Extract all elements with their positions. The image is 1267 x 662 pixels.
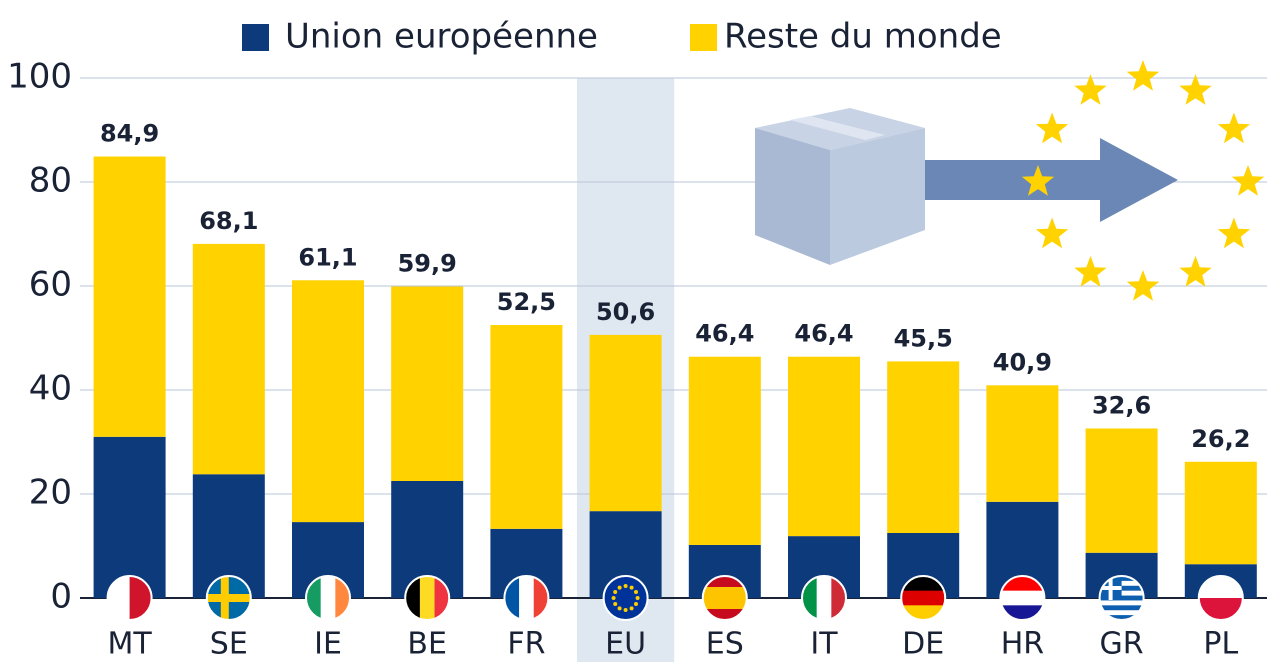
bar-segment	[193, 244, 265, 474]
flag-star	[612, 596, 616, 600]
bar-segment	[689, 357, 761, 545]
y-tick-label: 100	[7, 57, 72, 97]
bar-segment	[590, 335, 662, 511]
bar-segment	[292, 280, 364, 522]
star	[1218, 113, 1250, 144]
flag-star	[613, 590, 617, 594]
value-label: 46,4	[695, 320, 754, 348]
bar-segment	[788, 357, 860, 536]
bar-segment	[490, 325, 562, 529]
x-tick-label: SE	[210, 627, 248, 662]
legend-label: Reste du monde	[724, 17, 1002, 57]
star	[1232, 165, 1264, 196]
chart: 0 20 40 60 80 100 Union européenne Reste du mo…	[0, 0, 1267, 662]
x-tick-label: EU	[605, 627, 646, 662]
star	[1127, 270, 1159, 301]
box-right	[830, 128, 925, 265]
y-tick-label: 0	[50, 577, 72, 617]
star	[1179, 74, 1211, 105]
star	[1036, 113, 1068, 144]
illustration	[755, 108, 1178, 265]
x-tick-label: DE	[902, 627, 944, 662]
x-tick-label: MT	[107, 627, 152, 662]
flag-stripe	[519, 576, 534, 620]
legend-swatch	[242, 24, 269, 51]
flag-star	[618, 606, 622, 610]
x-tick-label: GR	[1100, 627, 1144, 662]
bar-segment	[1086, 428, 1158, 552]
bar-segment	[391, 287, 463, 481]
star	[1127, 60, 1159, 91]
flag-cross	[221, 576, 229, 620]
flag-stripe	[1000, 591, 1044, 606]
flag-star	[630, 586, 634, 590]
x-tick-label: IT	[810, 627, 838, 662]
star	[1074, 74, 1106, 105]
flag-stripe	[703, 587, 747, 599]
arrow	[925, 138, 1178, 222]
flag-stripe	[1100, 600, 1144, 605]
flag-stripe	[703, 598, 747, 610]
flag-star	[634, 590, 638, 594]
value-label: 52,5	[497, 288, 556, 316]
legend-swatch	[690, 24, 717, 51]
x-tick-label: ES	[706, 627, 744, 662]
y-tick-label: 20	[29, 473, 72, 513]
bar-segment	[94, 437, 166, 598]
value-label: 26,2	[1191, 425, 1250, 453]
value-label: 50,6	[596, 298, 655, 326]
y-tick-label: 40	[29, 369, 72, 409]
flag-stripe	[420, 576, 435, 620]
box-left	[755, 128, 830, 265]
flag-stripe	[321, 576, 336, 620]
flag-stripe	[817, 576, 832, 620]
x-tick-label: FR	[507, 627, 545, 662]
value-label: 61,1	[298, 243, 357, 271]
flag-star	[634, 602, 638, 606]
flag-stripe	[901, 591, 945, 606]
star	[1179, 256, 1211, 287]
x-tick-label: HR	[1001, 627, 1044, 662]
x-tick-label: IE	[314, 627, 342, 662]
flag-star	[624, 608, 628, 612]
flag-stripe	[1100, 605, 1144, 610]
value-label: 68,1	[199, 207, 258, 235]
x-tick-label: BE	[407, 627, 447, 662]
flag-star	[613, 602, 617, 606]
bar-segment	[986, 385, 1058, 501]
value-label: 32,6	[1092, 391, 1151, 419]
flag-stripe	[1199, 598, 1243, 621]
page: {"chart_data": {"type": "stacked-bar", "…	[0, 0, 1267, 662]
value-label: 46,4	[794, 320, 853, 348]
flag-star	[624, 584, 628, 588]
legend-label: Union européenne	[285, 17, 598, 57]
bar-segment	[94, 157, 166, 437]
y-tick-label: 80	[29, 161, 72, 201]
value-label: 84,9	[100, 120, 159, 148]
bar-segment	[1185, 462, 1257, 564]
bar-segment	[887, 361, 959, 533]
star	[1218, 218, 1250, 249]
x-tick-label: PL	[1203, 627, 1238, 662]
flag-star	[618, 586, 622, 590]
value-label: 45,5	[894, 324, 953, 352]
flag-star	[636, 596, 640, 600]
value-label: 40,9	[993, 348, 1052, 376]
flag-star	[630, 606, 634, 610]
value-label: 59,9	[398, 250, 457, 278]
y-tick-label: 60	[29, 265, 72, 305]
star	[1036, 218, 1068, 249]
star	[1074, 256, 1106, 287]
